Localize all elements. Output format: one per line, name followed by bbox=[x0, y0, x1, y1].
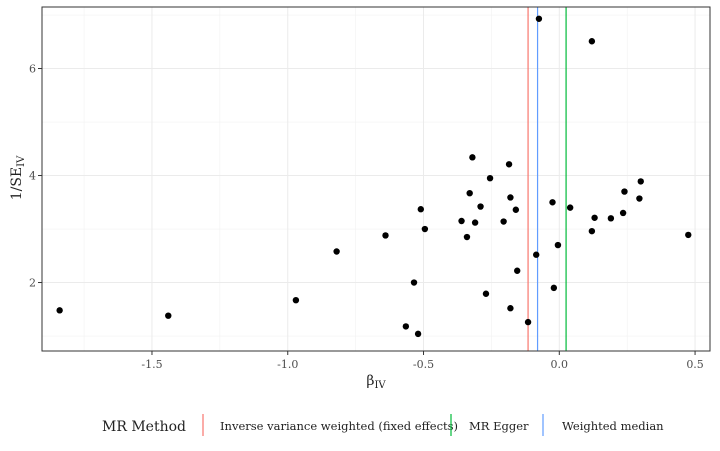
x-tick-label: 0.0 bbox=[551, 358, 569, 371]
legend-title: MR Method bbox=[102, 419, 186, 435]
legend-entry-ivw: Inverse variance weighted (fixed effects… bbox=[202, 414, 458, 436]
data-point bbox=[619, 209, 627, 217]
data-point bbox=[621, 188, 628, 195]
x-tick-label: 0.5 bbox=[686, 358, 704, 371]
legend-label-weighted-median: Weighted median bbox=[562, 419, 664, 433]
data-point bbox=[477, 203, 484, 210]
data-point bbox=[507, 194, 514, 201]
y-axis-title: 1/SEIV bbox=[9, 155, 27, 200]
data-point bbox=[637, 178, 644, 185]
major-gridlines bbox=[42, 7, 710, 351]
y-tick-label: 6 bbox=[29, 63, 36, 76]
data-points bbox=[56, 15, 692, 338]
x-axis-ticks: -1.5 -1.0 -0.5 0.0 0.5 bbox=[141, 351, 704, 371]
data-point bbox=[482, 290, 490, 297]
data-point bbox=[414, 330, 422, 338]
data-point bbox=[591, 214, 598, 221]
x-axis-title-main: β bbox=[366, 373, 374, 389]
data-point bbox=[507, 305, 514, 312]
data-point bbox=[514, 267, 521, 274]
data-point bbox=[512, 206, 520, 213]
data-point bbox=[636, 195, 643, 202]
legend: MR Method Inverse variance weighted (fix… bbox=[102, 414, 664, 436]
data-point bbox=[588, 38, 596, 45]
x-axis-title-sub: IV bbox=[374, 380, 386, 391]
data-point bbox=[463, 233, 471, 241]
data-point bbox=[524, 318, 532, 326]
data-point bbox=[554, 241, 562, 249]
data-point bbox=[533, 251, 540, 258]
data-point bbox=[535, 15, 543, 22]
data-point bbox=[550, 284, 558, 292]
legend-entry-mr-egger: MR Egger bbox=[450, 414, 529, 436]
data-point bbox=[469, 154, 476, 161]
data-point bbox=[292, 296, 300, 304]
data-point bbox=[410, 279, 418, 286]
minor-gridlines bbox=[42, 7, 710, 351]
y-axis-title-sub: IV bbox=[16, 155, 27, 167]
legend-entry-weighted-median: Weighted median bbox=[542, 414, 664, 436]
data-point bbox=[486, 174, 494, 182]
x-tick-label: -1.5 bbox=[141, 358, 162, 371]
data-point bbox=[549, 199, 556, 206]
legend-label-mr-egger: MR Egger bbox=[469, 419, 529, 433]
data-point bbox=[56, 307, 63, 314]
x-tick-label: -0.5 bbox=[413, 358, 434, 371]
x-axis-title: βIV bbox=[366, 373, 386, 391]
data-point bbox=[417, 206, 425, 213]
data-point bbox=[466, 189, 473, 197]
data-point bbox=[607, 215, 615, 222]
y-tick-label: 4 bbox=[29, 170, 36, 183]
data-point bbox=[382, 232, 389, 239]
data-point bbox=[458, 217, 465, 225]
data-point bbox=[566, 204, 574, 211]
data-point bbox=[588, 227, 596, 235]
data-point bbox=[402, 323, 410, 330]
x-tick-label: -1.0 bbox=[277, 358, 298, 371]
y-axis-title-main: 1/SE bbox=[9, 167, 25, 200]
data-point bbox=[165, 312, 172, 319]
data-point bbox=[333, 248, 340, 255]
data-point bbox=[505, 161, 513, 168]
data-point bbox=[500, 218, 507, 225]
legend-label-ivw: Inverse variance weighted (fixed effects… bbox=[220, 419, 458, 433]
y-axis-ticks: 2 4 6 bbox=[29, 63, 42, 290]
data-point bbox=[685, 231, 692, 239]
data-point bbox=[421, 225, 429, 233]
reference-lines bbox=[527, 7, 567, 351]
panel-border bbox=[41, 6, 711, 352]
y-tick-label: 2 bbox=[29, 277, 36, 290]
data-point bbox=[471, 219, 479, 226]
